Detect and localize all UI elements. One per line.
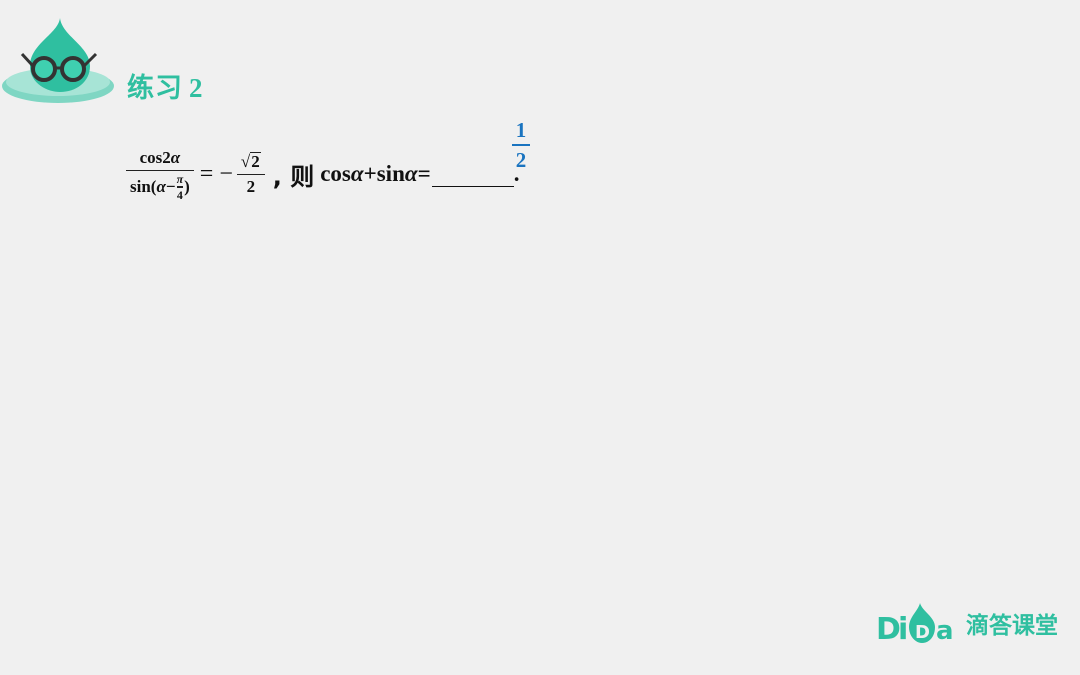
then-text: , 则 (272, 162, 315, 191)
lhs-numerator: cos2α (139, 148, 181, 167)
mascot-logo (2, 18, 114, 103)
answer-blank[interactable] (431, 162, 514, 187)
svg-text:D: D (915, 622, 930, 643)
rhs-numerator: √ 2 (240, 151, 261, 171)
answer-denominator: 2 (515, 147, 527, 172)
answer-numerator: 1 (515, 118, 527, 142)
pi-over-four: π 4 (176, 172, 184, 202)
svg-text:D: D (876, 612, 901, 647)
target-expression: cosα+sinα= (320, 161, 431, 187)
brand-name: 滴答课堂 (966, 613, 1058, 639)
rhs-fraction: √ 2 2 (236, 151, 265, 197)
svg-text:a: a (936, 616, 954, 646)
rhs-denominator: 2 (246, 176, 256, 196)
answer-fraction: 1 2 (512, 118, 530, 173)
problem-statement: cos2α sin(α − π 4 ) = − √ 2 2 , 则 cosα+sin… (126, 148, 519, 201)
lhs-denominator: sin(α − π 4 ) (130, 172, 190, 202)
exercise-title: 练习 2 (127, 66, 204, 105)
minus-sign: − (219, 160, 233, 187)
title-text: 练习 (127, 73, 183, 104)
lhs-fraction: cos2α sin(α − π 4 ) (126, 148, 194, 201)
title-number: 2 (189, 73, 204, 103)
equals-sign: = (199, 160, 214, 187)
period: . (513, 161, 520, 187)
svg-text:i: i (898, 612, 908, 647)
